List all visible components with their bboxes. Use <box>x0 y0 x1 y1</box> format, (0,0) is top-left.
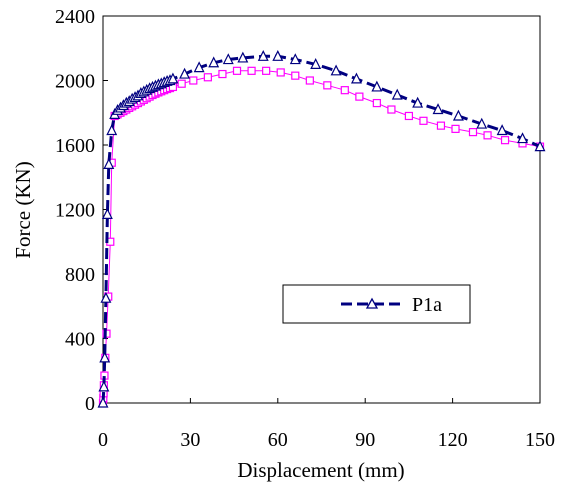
data-point <box>483 131 492 140</box>
series-layer <box>97 49 546 408</box>
x-tick-label: 150 <box>525 429 555 451</box>
x-tick-label: 30 <box>180 429 200 451</box>
data-point <box>451 124 460 133</box>
data-point <box>208 56 220 68</box>
y-tick-label: 2400 <box>55 6 95 28</box>
data-point <box>476 117 488 129</box>
data-point <box>276 68 285 77</box>
data-point <box>534 140 546 152</box>
x-tick-label: 90 <box>355 429 375 451</box>
y-axis-title: Force (KN) <box>11 161 35 258</box>
data-point <box>189 76 198 85</box>
axis-ticks <box>102 15 541 404</box>
data-point <box>193 61 205 73</box>
data-point <box>100 291 112 303</box>
x-tick-label: 60 <box>268 429 288 451</box>
data-point <box>97 396 109 408</box>
x-axis-title: Displacement (mm) <box>237 458 404 482</box>
legend-label-p1a: P1a <box>412 294 442 316</box>
data-point <box>179 67 191 79</box>
data-point <box>177 79 186 88</box>
x-tick-label: 0 <box>98 429 108 451</box>
data-point <box>203 73 212 82</box>
data-point <box>330 64 342 76</box>
data-point <box>291 71 300 80</box>
data-point <box>452 109 464 121</box>
data-point <box>101 207 113 219</box>
y-tick-label: 400 <box>65 329 95 351</box>
data-point <box>391 88 403 100</box>
data-point <box>404 111 413 121</box>
data-point <box>167 72 179 84</box>
data-point <box>272 49 284 61</box>
y-tick-label: 2000 <box>55 71 95 93</box>
data-point <box>262 66 271 75</box>
data-point <box>106 124 118 136</box>
data-point <box>340 86 349 95</box>
data-point <box>500 136 510 145</box>
data-point <box>247 66 256 75</box>
series-line-p1a <box>101 54 541 404</box>
series-magenta <box>98 66 545 408</box>
data-point <box>436 121 446 130</box>
data-point <box>289 53 301 65</box>
data-point <box>432 103 444 115</box>
data-point <box>496 124 508 136</box>
legend-marker-p1a <box>365 297 379 309</box>
data-point <box>372 98 381 108</box>
series-p1a <box>97 49 546 408</box>
data-point <box>99 351 111 363</box>
y-tick-label: 0 <box>85 393 95 415</box>
data-point <box>350 72 362 84</box>
y-tick-label: 1600 <box>55 135 95 157</box>
data-point <box>232 66 242 75</box>
data-point <box>323 81 332 90</box>
data-point <box>222 53 234 65</box>
data-point <box>98 380 110 392</box>
x-tick-labels: 0 30 60 90 120 150 <box>98 429 555 451</box>
data-point <box>237 51 249 63</box>
y-tick-label: 1200 <box>55 200 95 222</box>
data-point <box>305 76 314 85</box>
x-tick-label: 120 <box>438 429 468 451</box>
data-point <box>103 158 115 169</box>
legend: P1a <box>282 284 471 324</box>
plot-frame <box>102 15 541 404</box>
data-point <box>468 128 478 137</box>
y-tick-labels: 0 400 800 1200 1600 2000 2400 <box>55 6 95 415</box>
data-point <box>310 58 322 69</box>
data-point <box>419 116 428 125</box>
data-point <box>355 92 364 101</box>
y-tick-label: 800 <box>65 264 95 286</box>
data-point <box>517 132 528 144</box>
data-point <box>387 105 396 114</box>
data-point <box>218 69 227 79</box>
data-point <box>257 49 269 61</box>
data-point <box>371 80 383 92</box>
data-point <box>412 96 424 108</box>
